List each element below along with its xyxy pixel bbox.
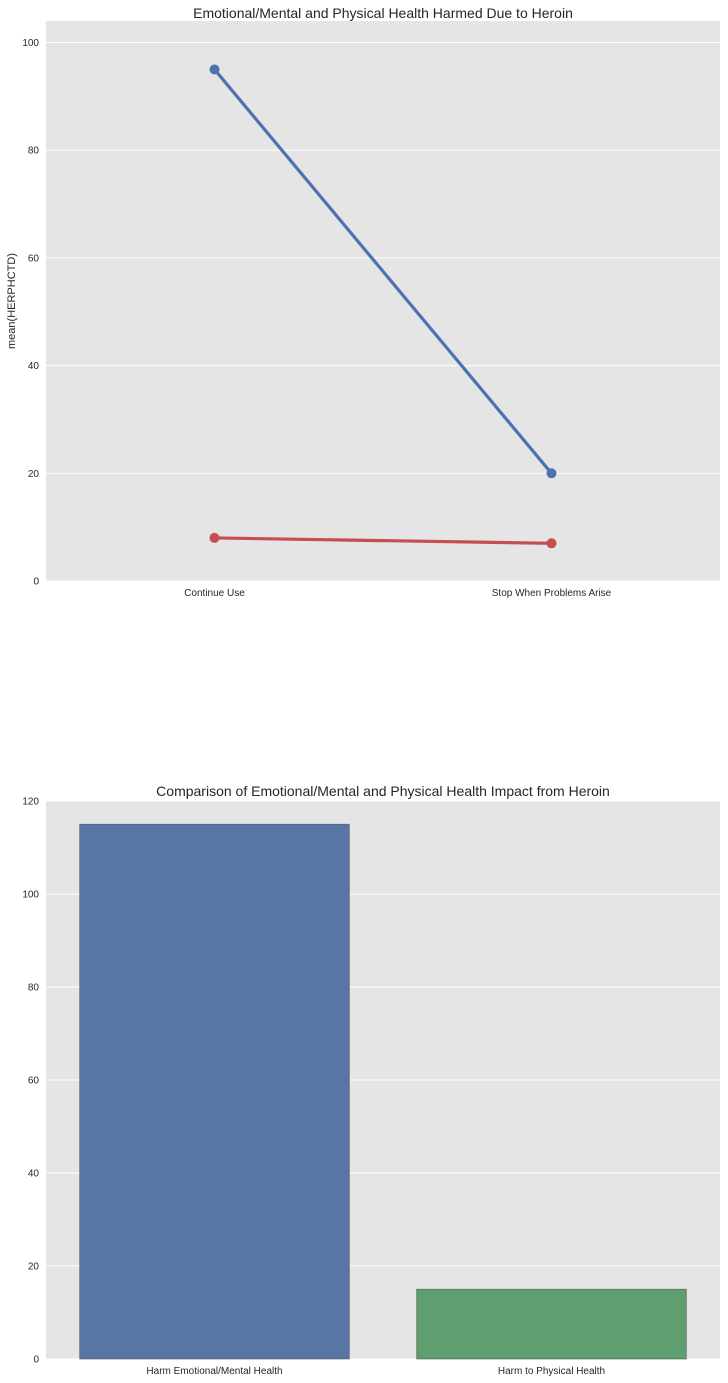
y-tick-label: 100 [22, 38, 39, 49]
y-tick-label: 0 [33, 1355, 39, 1366]
x-tick-label: Continue Use [184, 588, 245, 599]
y-tick-label: 80 [28, 146, 40, 157]
chart-1-ylabel: mean(HERPHCTD) [6, 253, 18, 349]
bar [416, 1288, 687, 1360]
x-tick-label: Stop When Problems Arise [492, 588, 612, 599]
data-point [209, 64, 220, 75]
series-line [212, 536, 554, 545]
bar [79, 823, 350, 1360]
chart-2-title: Comparison of Emotional/Mental and Physi… [156, 783, 610, 799]
y-tick-label: 60 [28, 253, 40, 264]
point-chart: 0 20 40 60 80 100 Continue Use Stop When Probl… [6, 5, 720, 599]
plot-area-1 [46, 21, 720, 581]
data-point [546, 468, 557, 479]
y-tick-label: 40 [28, 1169, 40, 1180]
bar-chart: 0 20 40 60 80 100 120 Harm Emotional/Mental He… [22, 783, 720, 1377]
y-tick-label: 60 [28, 1076, 40, 1087]
y-tick-label: 0 [33, 577, 39, 588]
y-tick-label: 100 [22, 890, 39, 901]
y-tick-label: 40 [28, 361, 40, 372]
data-point [209, 532, 220, 543]
series-line [212, 67, 554, 475]
data-point [546, 538, 557, 549]
chart-1-title: Emotional/Mental and Physical Health Har… [193, 5, 573, 21]
y-tick-label: 20 [28, 1262, 40, 1273]
y-tick-label: 80 [28, 983, 40, 994]
x-tick-label: Harm Emotional/Mental Health [146, 1366, 282, 1377]
y-tick-label: 120 [22, 797, 39, 808]
x-tick-label: Harm to Physical Health [498, 1366, 605, 1377]
y-tick-label: 20 [28, 469, 40, 480]
